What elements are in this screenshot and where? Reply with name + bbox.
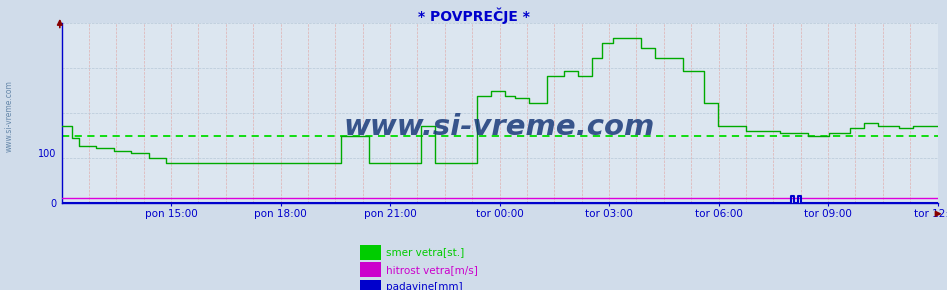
Text: smer vetra[st.]: smer vetra[st.] (386, 247, 465, 257)
Text: padavine[mm]: padavine[mm] (386, 282, 463, 290)
Text: hitrost vetra[m/s]: hitrost vetra[m/s] (386, 265, 478, 275)
Text: www.si-vreme.com: www.si-vreme.com (344, 113, 655, 142)
Text: * POVPREČJE *: * POVPREČJE * (418, 7, 529, 24)
Text: www.si-vreme.com: www.si-vreme.com (5, 80, 14, 152)
